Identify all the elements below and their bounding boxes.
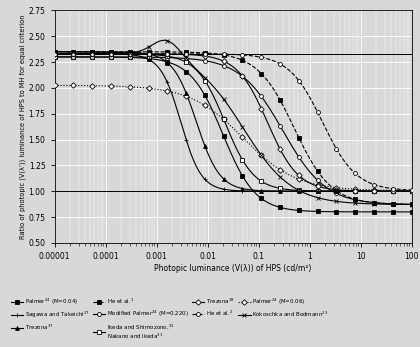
Y-axis label: Ratio of photopic (V(λ’)) luminance of HPS to MH for equal criterion: Ratio of photopic (V(λ’)) luminance of H… xyxy=(19,15,26,239)
Legend: Palmer$^{24}$ (M=0.04), Sagawa and Takeichi$^{27}$, Trezona$^{37}$, He et al.$^{: Palmer$^{24}$ (M=0.04), Sagawa and Takei… xyxy=(11,297,328,341)
X-axis label: Photopic luminance (V(λ)) of HPS (cd/m²): Photopic luminance (V(λ)) of HPS (cd/m²) xyxy=(155,264,312,273)
